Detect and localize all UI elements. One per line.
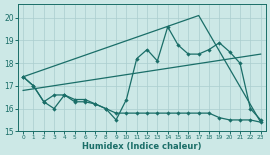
X-axis label: Humidex (Indice chaleur): Humidex (Indice chaleur) bbox=[82, 142, 202, 151]
